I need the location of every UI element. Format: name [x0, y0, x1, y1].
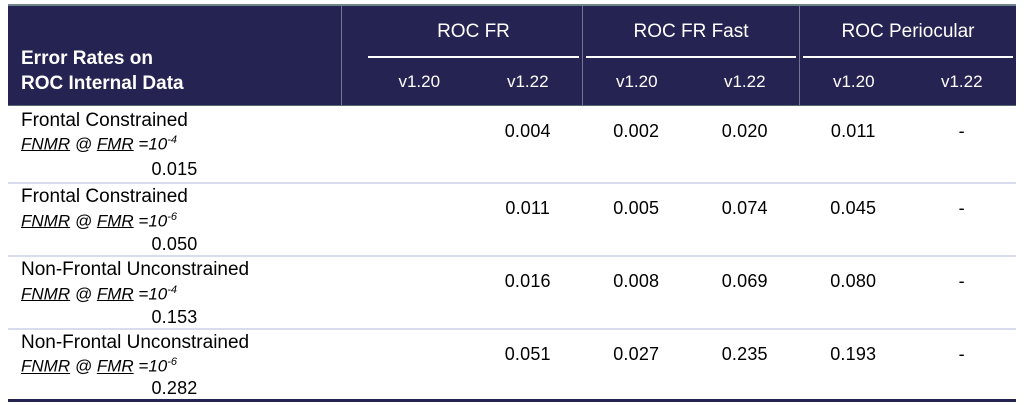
table-cell: 0.016 [504, 271, 551, 292]
table-title: Error Rates on ROC Internal Data [8, 6, 341, 105]
table-title-line2: ROC Internal Data [21, 72, 184, 94]
table-row: Frontal Constrained FNMR @ FMR =10-6 0.0… [8, 184, 1016, 257]
table-cell: 0.235 [721, 343, 768, 364]
row-label: Non-Frontal Unconstrained FNMR @ FMR =10… [8, 257, 365, 305]
table-row: Non-Frontal Unconstrained FNMR @ FMR =10… [8, 330, 1016, 399]
row-metric: FNMR @ FMR =10-4 [21, 283, 178, 304]
error-rates-table: Error Rates on ROC Internal Data ROC FR … [8, 4, 1016, 403]
table-cell: 0.050 [151, 233, 198, 254]
col-group-roc-fr-fast: ROC FR Fast [582, 6, 799, 58]
row-metric: FNMR @ FMR =10-6 [21, 210, 178, 231]
table-cell: 0.153 [151, 306, 198, 327]
row-condition: Frontal Constrained [21, 109, 188, 131]
subcol-roc-periocular-v120: v1.20 [799, 58, 908, 105]
subcol-roc-periocular-v122: v1.22 [940, 71, 983, 91]
subcol-roc-fr-v122: v1.22 [506, 71, 549, 91]
header-spacer [341, 6, 365, 105]
table-cell: 0.004 [504, 121, 551, 142]
table-cell: 0.011 [505, 198, 551, 219]
table-cell: 0.020 [721, 121, 768, 142]
row-label: Frontal Constrained FNMR @ FMR =10-4 [8, 108, 365, 156]
table-cell: - [958, 343, 965, 364]
row-label: Frontal Constrained FNMR @ FMR =10-6 [8, 184, 365, 232]
table-cell: 0.051 [504, 343, 551, 364]
table-cell: 0.002 [613, 121, 660, 142]
table-cell: 0.074 [721, 198, 768, 219]
table-cell: - [958, 271, 965, 292]
col-group-roc-periocular: ROC Periocular [799, 6, 1016, 58]
subcol-roc-fr-fast-v122: v1.22 [723, 71, 766, 91]
table-cell: 0.015 [151, 159, 198, 180]
table-cell: 0.080 [830, 271, 877, 292]
table-cell: 0.005 [613, 198, 660, 219]
table-cell: 0.069 [721, 271, 768, 292]
row-condition: Frontal Constrained [21, 186, 188, 208]
table-cell: 0.045 [830, 198, 877, 219]
subcol-roc-fr-v120: v1.20 [398, 71, 441, 91]
table-row: Non-Frontal Unconstrained FNMR @ FMR =10… [8, 257, 1016, 330]
row-metric: FNMR @ FMR =10-4 [21, 133, 178, 154]
table-body: Frontal Constrained FNMR @ FMR =10-4 0.0… [8, 106, 1016, 403]
table-cell: 0.282 [151, 378, 198, 399]
row-metric: FNMR @ FMR =10-6 [21, 356, 178, 376]
table-cell: - [958, 198, 965, 219]
row-label: Non-Frontal Unconstrained FNMR @ FMR =10… [8, 330, 365, 378]
table-cell: 0.008 [613, 271, 660, 292]
table-title-line1: Error Rates on [21, 47, 153, 69]
col-group-roc-fr: ROC FR [365, 6, 582, 58]
table-cell: 0.011 [830, 121, 876, 142]
table-cell: 0.193 [830, 343, 877, 364]
subcol-roc-fr-fast-v120: v1.20 [582, 58, 691, 105]
row-condition: Non-Frontal Unconstrained [21, 259, 250, 281]
table-header: Error Rates on ROC Internal Data ROC FR … [8, 4, 1016, 106]
table-row: Frontal Constrained FNMR @ FMR =10-4 0.0… [8, 106, 1016, 184]
table-cell: - [958, 121, 965, 142]
table-cell: 0.027 [613, 343, 660, 364]
row-condition: Non-Frontal Unconstrained [21, 332, 250, 353]
